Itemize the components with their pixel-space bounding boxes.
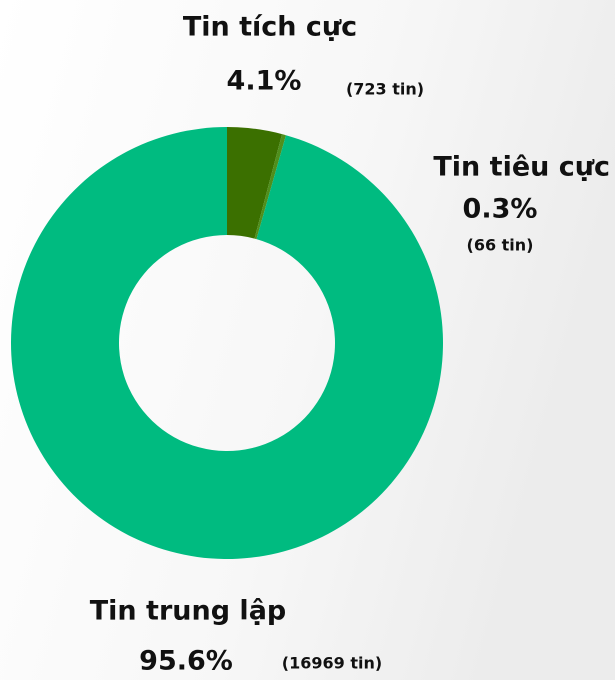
count-label: (16969 tin) [282, 654, 382, 673]
value-label: 0.3% [463, 194, 538, 225]
slice-label: Tin tích cực [183, 12, 357, 43]
slice [254, 134, 286, 240]
count-label: (66 tin) [467, 236, 534, 255]
slice [10, 127, 443, 560]
count-label: (723 tin) [346, 80, 424, 99]
slice-label: Tin tiêu cực [433, 152, 610, 183]
slice-label: Tin trung lập [90, 596, 287, 627]
slice [227, 127, 283, 239]
value-label: 4.1% [227, 66, 302, 97]
donut [10, 127, 443, 560]
value-label: 95.6% [139, 646, 233, 677]
